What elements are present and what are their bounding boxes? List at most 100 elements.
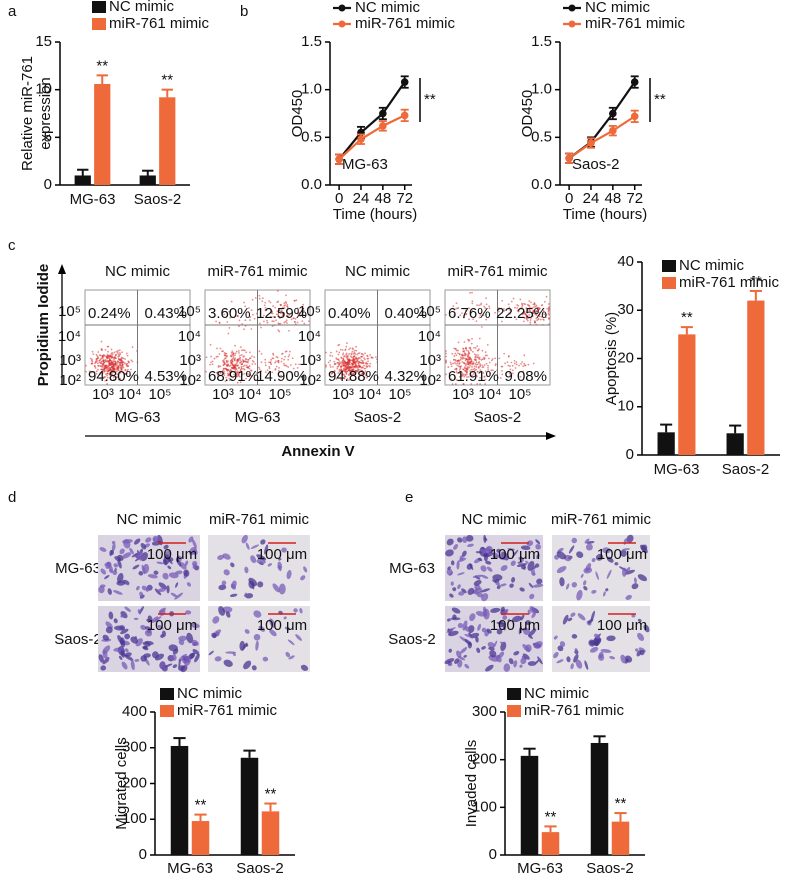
flow-dot	[251, 359, 254, 362]
flow-dot	[479, 376, 481, 379]
flow-dot	[232, 376, 234, 379]
cell	[605, 588, 609, 592]
cell	[251, 665, 257, 671]
cell	[485, 560, 492, 565]
flow-dot	[106, 376, 109, 379]
cell	[519, 664, 523, 668]
flow-dot	[113, 356, 116, 359]
bar	[520, 755, 539, 855]
cell	[528, 582, 534, 588]
flow-dot	[258, 368, 261, 371]
flow-dot	[287, 315, 290, 318]
micrograph: 100 μm	[98, 606, 200, 673]
flow-dot	[467, 338, 469, 341]
flow-dot	[276, 356, 279, 359]
cell	[208, 650, 214, 656]
flow-dot	[485, 362, 488, 365]
flow-dot	[306, 308, 309, 311]
cell	[523, 566, 526, 570]
flow-dot	[106, 359, 109, 362]
cell	[121, 661, 128, 670]
flow-y-tick: 10³	[299, 352, 321, 369]
flow-dot	[258, 366, 260, 369]
flow-dot	[111, 351, 113, 354]
flow-dot	[105, 373, 107, 375]
cell	[130, 636, 139, 644]
flow-dot	[110, 361, 113, 364]
flow-dot	[209, 363, 211, 366]
flow-dot	[239, 356, 241, 359]
flow-dot	[283, 362, 285, 365]
cell	[157, 587, 166, 592]
flow-dot	[113, 351, 116, 354]
cell	[481, 574, 489, 579]
bar	[678, 334, 696, 455]
point	[609, 126, 617, 135]
cell	[562, 614, 569, 625]
cell	[525, 560, 529, 564]
flow-dot	[219, 347, 222, 350]
flow-dot	[545, 316, 547, 319]
flow-dot	[453, 314, 456, 317]
cell	[140, 655, 147, 662]
cell	[461, 550, 467, 557]
flow-dot	[479, 363, 482, 366]
flow-dot	[520, 362, 522, 365]
flow-dot	[352, 368, 355, 370]
y-tick-label: 0	[44, 176, 52, 193]
flow-dot	[361, 353, 363, 355]
column-title: miR-761 mimic	[551, 511, 652, 528]
flow-dot	[99, 359, 101, 362]
flow-dot	[239, 346, 242, 348]
flow-dot	[508, 306, 511, 309]
flow-dot	[334, 362, 337, 365]
flow-dot	[476, 370, 479, 373]
flow-dot	[285, 365, 288, 368]
cell	[445, 549, 454, 557]
flow-dot	[210, 361, 212, 364]
flow-dot	[336, 361, 339, 364]
cell	[565, 583, 570, 590]
cell	[144, 629, 153, 637]
flow-dot	[528, 308, 531, 311]
flow-dot	[111, 366, 113, 369]
flow-dot	[460, 357, 463, 360]
cell	[499, 641, 507, 645]
flow-dot	[118, 364, 120, 367]
cell	[133, 538, 141, 545]
flow-dot	[216, 355, 219, 358]
flow-dot	[272, 316, 275, 318]
flow-dot	[294, 320, 296, 323]
flow-dot	[462, 383, 465, 385]
flow-y-label: Propidium Iodide	[35, 264, 52, 387]
cell	[277, 565, 282, 572]
flow-dot	[445, 350, 447, 352]
flow-dot	[102, 354, 104, 357]
flow-dot	[529, 321, 532, 324]
cell	[98, 654, 104, 663]
flow-dot	[88, 370, 91, 373]
flow-dot	[455, 379, 458, 381]
flow-dot	[284, 350, 287, 353]
point	[400, 111, 409, 120]
flow-dot	[456, 364, 459, 367]
cell	[631, 583, 639, 590]
cell	[486, 566, 493, 572]
flow-dot	[472, 318, 475, 321]
flow-dot	[241, 373, 244, 376]
flow-dot	[339, 372, 341, 375]
flow-dot	[542, 309, 545, 312]
flow-dot	[359, 374, 362, 377]
flow-dot	[484, 370, 487, 373]
flow-dot	[238, 371, 241, 374]
flow-dot	[485, 318, 488, 321]
flow-dot	[237, 373, 240, 376]
flow-dot	[522, 312, 525, 315]
cell	[457, 584, 461, 590]
cell	[457, 537, 463, 543]
flow-dot	[238, 375, 241, 378]
flow-dot	[350, 353, 353, 356]
cell	[117, 646, 123, 653]
flow-dot	[332, 365, 334, 368]
flow-dot	[526, 303, 529, 306]
